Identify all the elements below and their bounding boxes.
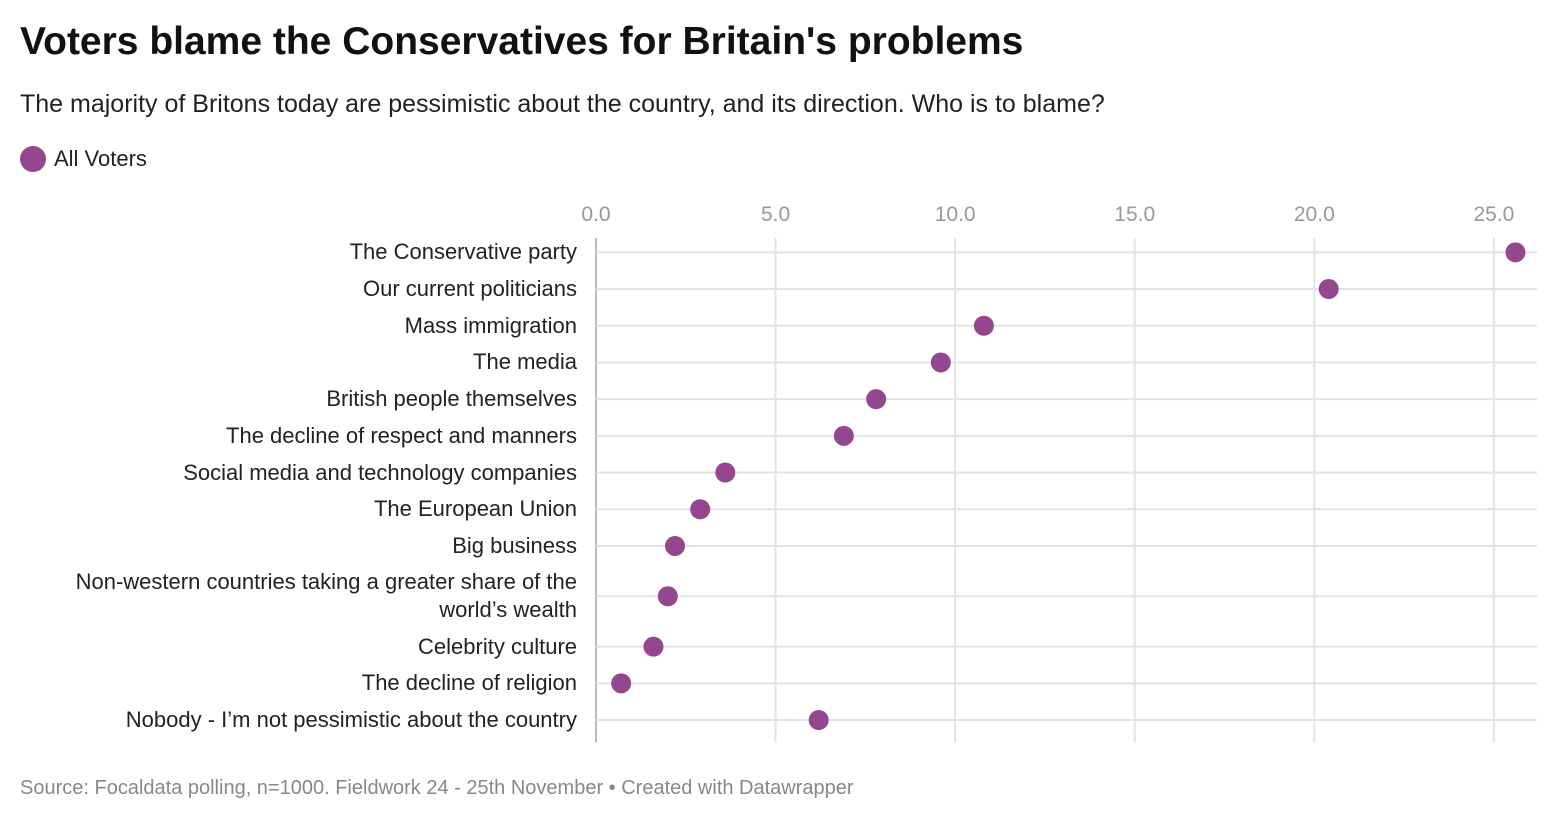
y-tick-label: The European Union — [373, 496, 577, 522]
dot — [690, 499, 711, 520]
dot — [866, 389, 887, 410]
y-tick-label: Mass immigration — [404, 312, 577, 338]
dot — [715, 462, 736, 483]
dot — [973, 315, 994, 336]
chart-title: Voters blame the Conservatives for Brita… — [20, 20, 1024, 63]
legend-label: All Voters — [54, 146, 147, 171]
y-tick-label: The decline of respect and manners — [226, 422, 577, 448]
dot — [657, 586, 678, 607]
x-tick-label: 20.0 — [1294, 203, 1335, 226]
chart-subtitle: The majority of Britons today are pessim… — [20, 90, 1105, 118]
x-tick-label: 10.0 — [935, 203, 976, 226]
y-tick-label: The Conservative party — [349, 239, 577, 265]
x-tick-label: 0.0 — [581, 203, 610, 226]
legend: All Voters — [20, 146, 147, 172]
source-note: Source: Focaldata polling, n=1000. Field… — [20, 777, 854, 799]
dot — [665, 535, 686, 556]
y-tick-label: Social media and technology companies — [183, 459, 577, 485]
y-tick-label: Our current politicians — [363, 276, 577, 302]
x-tick-label: 5.0 — [761, 203, 790, 226]
y-tick-label: The media — [473, 349, 577, 375]
dot — [833, 425, 854, 446]
dot — [611, 673, 632, 694]
y-tick-label: Big business — [452, 532, 577, 558]
dot — [930, 352, 951, 373]
y-tick-label: Nobody - I’m not pessimistic about the c… — [125, 707, 577, 733]
dot — [808, 710, 829, 731]
dot — [1505, 242, 1526, 263]
legend-swatch — [20, 146, 46, 172]
dot — [643, 636, 664, 657]
y-tick-label: The decline of religion — [361, 670, 577, 696]
dot — [1318, 279, 1339, 300]
y-tick-label: British people themselves — [326, 386, 577, 412]
y-tick-label: Non-western countries taking a greater s… — [75, 569, 577, 623]
x-tick-label: 15.0 — [1114, 203, 1155, 226]
y-tick-label: Celebrity culture — [418, 633, 577, 659]
x-tick-label: 25.0 — [1473, 203, 1514, 226]
